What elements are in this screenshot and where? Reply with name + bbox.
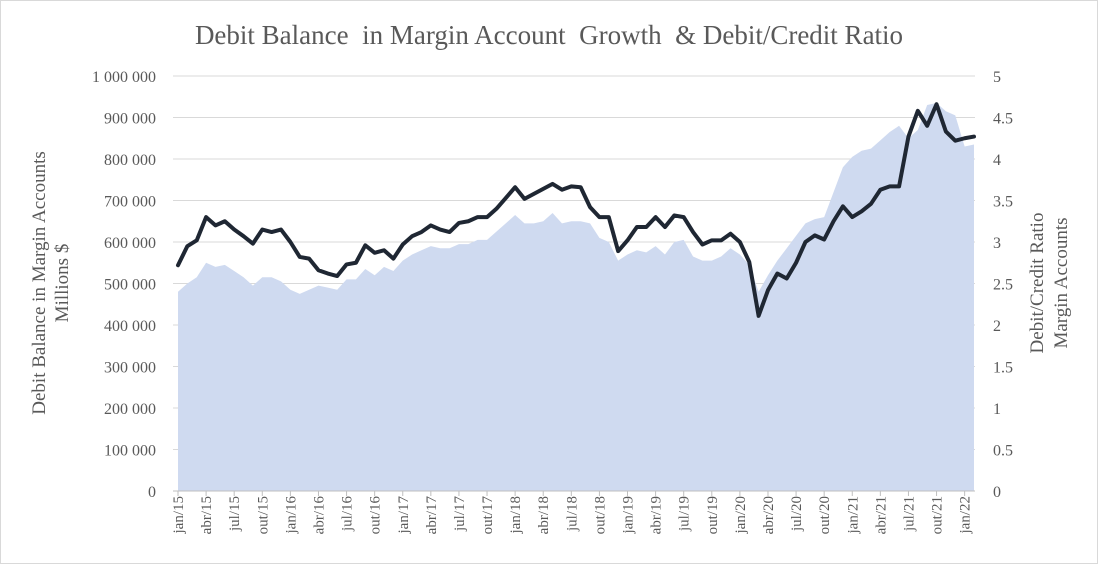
y-left-tick-label: 500 000 [104,277,156,294]
x-tick-label: abr/18 [536,496,552,534]
y-right-tick-label: 1 [993,401,1001,418]
y-axis-left-label-line1: Debit Balance in Margin Accounts [29,151,50,414]
x-tick-label: abr/20 [761,496,777,534]
y-left-tick-label: 800 000 [104,152,156,169]
y-right-tick-label: 0 [993,484,1001,501]
y-axis-right-label-line2: Margin Accounts [1051,217,1072,348]
x-tick-label: jan/22 [958,496,974,535]
x-tick-label: abr/21 [873,496,889,534]
x-tick-label: jan/20 [733,496,749,535]
x-tick-label: jan/21 [845,496,861,535]
x-tick-label: out/20 [817,496,833,534]
x-tick-label: jan/19 [621,496,637,535]
chart-title: Debit Balance in Margin Account Growth &… [195,20,903,50]
x-tick-label: abr/15 [199,496,215,534]
y-right-tick-label: 0.5 [993,443,1013,460]
x-axis-ticks: jan/15 abr/15 jul/15 out/15 jan/16 abr/16 jul/… [171,491,974,535]
x-tick-label: jan/15 [171,496,187,535]
x-tick-label: out/19 [705,496,721,534]
x-tick-label: out/21 [930,496,946,534]
y-left-tick-label: 700 000 [104,194,156,211]
x-tick-label: out/18 [592,496,608,534]
x-tick-label: out/15 [255,496,271,534]
y-right-tick-label: 5 [993,69,1001,86]
y-left-tick-label: 300 000 [104,360,156,377]
x-tick-label: out/16 [368,496,384,535]
x-tick-label: abr/16 [311,496,327,535]
y-right-tick-label: 2.5 [993,277,1013,294]
y-right-tick-label: 1.5 [993,360,1013,377]
x-tick-label: jul/18 [564,496,580,532]
debit-credit-ratio-line [176,102,976,318]
y-left-tick-label: 1 000 000 [92,69,156,86]
y-left-tick-label: 200 000 [104,401,156,418]
debit-balance-area [178,102,974,491]
y-axis-left-ticks: 0 100 000 200 000 300 000 400 000 500 000 600 … [92,69,156,501]
x-tick-label: jul/17 [452,496,468,533]
y-right-tick-label: 4.5 [993,111,1013,128]
x-tick-label: jan/18 [508,496,524,535]
y-axis-right-label-line1: Debit/Credit Ratio [1027,213,1048,354]
y-axis-right-ticks: 0 0.5 1 1.5 2 2.5 3 3.5 4 4.5 5 [993,69,1013,501]
x-tick-label: jul/19 [677,496,693,532]
x-tick-label: abr/19 [649,496,665,534]
y-right-tick-label: 2 [993,318,1001,335]
x-tick-label: jan/16 [283,496,299,535]
y-left-tick-label: 400 000 [104,318,156,335]
y-axis-left-label-line2: Millions $ [52,244,73,323]
x-tick-label: jul/15 [227,496,243,532]
x-tick-label: abr/17 [424,496,440,535]
y-right-tick-label: 4 [993,152,1001,169]
y-left-tick-label: 600 000 [104,235,156,252]
x-tick-label: jul/20 [789,496,805,532]
y-right-tick-label: 3 [993,235,1001,252]
y-right-tick-label: 3.5 [993,194,1013,211]
x-tick-label: out/17 [480,496,496,535]
y-left-tick-label: 100 000 [104,443,156,460]
x-tick-label: jul/21 [901,496,917,532]
y-left-tick-label: 900 000 [104,111,156,128]
x-tick-label: jul/16 [340,496,356,533]
x-tick-label: jan/17 [396,496,412,535]
y-left-tick-label: 0 [148,484,156,501]
